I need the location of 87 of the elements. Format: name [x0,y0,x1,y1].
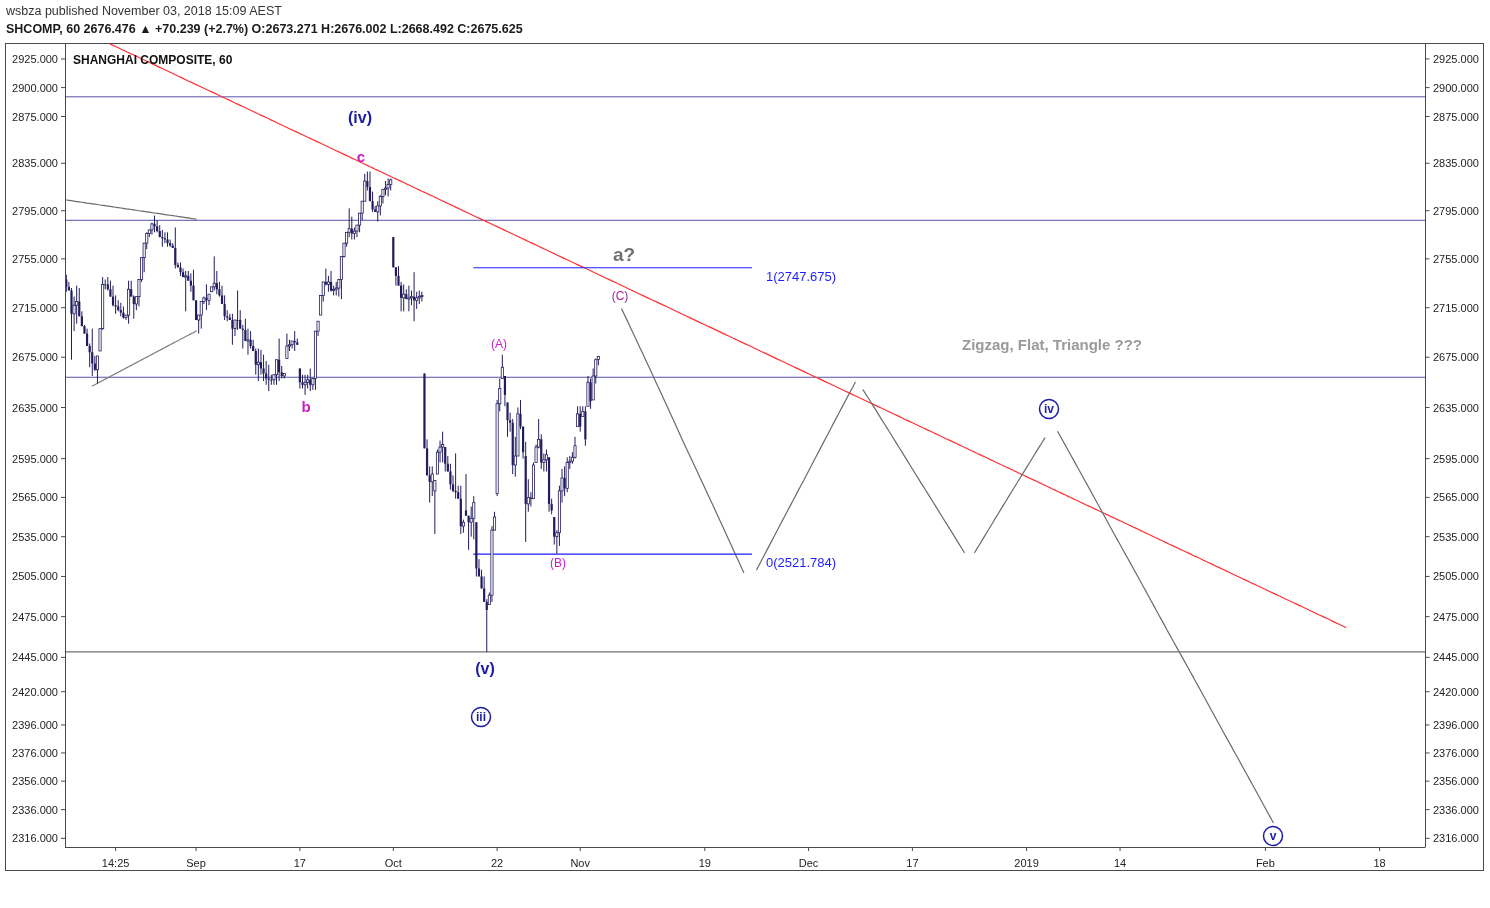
annotation: v [1269,829,1277,843]
x-tick-label: 18 [1373,857,1386,869]
y-tick-label: 2925.000 [12,52,58,65]
chart-subtitle: SHCOMP, 60 2676.476 ▲ +70.239 (+2.7%) O:2673.271 H:2676.002 L:2668.492 C:2675.625 [6,22,523,36]
text: 2795.000 [1433,204,1479,217]
x-tick-label: 14 [1113,857,1127,869]
x-tick-label: 14:25 [101,857,130,869]
candlestick [573,436,577,460]
annotation: (v) [475,659,495,677]
candlestick [449,463,452,491]
candlestick [70,287,73,361]
y-tick-label: 2505.000 [12,570,58,583]
text: 2900.000 [1433,81,1479,94]
text: 2835.000 [1433,157,1479,170]
annotation: c [356,147,366,165]
annotation: b [301,397,311,415]
annotation: iv [1043,402,1055,416]
y-tick-label: 2835.000 [12,157,58,170]
annotation: (iv) [348,108,372,126]
text: 2535.000 [1433,530,1479,543]
y-tick-label: 2376.000 [12,746,58,759]
line-series [91,330,197,387]
x-tick-label: Dec [798,857,819,869]
y-tick-label: 2356.000 [12,775,58,788]
candlestick [194,299,198,321]
y-tick-label: 2900.000 [12,81,58,94]
y-tick-label: 2420.000 [12,685,58,698]
text: 2396.000 [1433,718,1479,731]
text: 2875.000 [1433,110,1479,123]
x-tick-label: 17 [906,857,919,869]
annotation: (B) [550,556,566,570]
y-tick-label: 2875.000 [12,110,58,123]
text: 2475.000 [1433,610,1479,623]
annotation: a? [612,243,636,265]
text: 2376.000 [1433,746,1479,759]
candlestick [576,405,580,428]
y-tick-label: 2635.000 [12,401,58,414]
annotation: Zigzag, Flat, Triangle ??? [961,335,1143,353]
x-tick-label: Nov [570,857,591,869]
text: 2755.000 [1433,252,1479,265]
y-tick-label: 2675.000 [12,351,58,364]
y-tick-label: 2535.000 [12,530,58,543]
y-tick-label: 2715.000 [12,301,58,314]
candlestick [256,348,260,382]
x-tick-label: Feb [1255,857,1275,869]
text: SHANGHAI COMPOSITE, 60 [73,53,233,67]
candlestick [589,378,592,410]
text: 2595.000 [1433,452,1479,465]
annotation: (C) [611,289,629,303]
text: 2445.000 [1433,651,1479,664]
text: 2675.000 [1433,351,1479,364]
x-tick-label: 22 [491,857,504,869]
candlestick [464,473,468,517]
text: 2925.000 [1433,52,1479,65]
text: 2635.000 [1433,401,1479,414]
text: wsbza published November 03, 2018 15:09 AEST [5,4,283,18]
series-label: 1(2747.675) [765,268,837,284]
text: 2505.000 [1433,570,1479,583]
candlestick [394,266,398,287]
y-tick-label: 2755.000 [12,252,58,265]
y-tick-label: 2565.000 [12,491,58,504]
x-tick-label: Sep [186,857,206,869]
x-tick-label: 2019 [1014,857,1039,869]
candlestick [262,354,265,382]
y-tick-label: 2336.000 [12,803,58,816]
y-tick-label: 2396.000 [12,718,58,731]
candlestick [192,269,195,301]
candlestick [540,433,543,470]
text: 2715.000 [1433,301,1479,314]
text: 2356.000 [1433,775,1479,788]
text: 2420.000 [1433,685,1479,698]
annotation: iii [475,710,487,724]
y-tick-label: 2316.000 [12,832,58,845]
y-tick-label: 2795.000 [12,204,58,217]
series-label: 0(2521.784) [765,555,837,571]
x-tick-label: 17 [293,857,307,869]
x-tick-label: Oct [384,857,402,869]
text: 2316.000 [1433,832,1479,845]
x-tick-label: 19 [698,857,711,869]
y-tick-label: 2595.000 [12,452,58,465]
y-tick-label: 2475.000 [12,610,58,623]
annotation: (A) [491,337,507,351]
y-tick-label: 2445.000 [12,651,58,664]
text: 2565.000 [1433,491,1479,504]
text: 2336.000 [1433,803,1479,816]
candlestick [156,219,159,233]
candlestick [199,301,203,330]
